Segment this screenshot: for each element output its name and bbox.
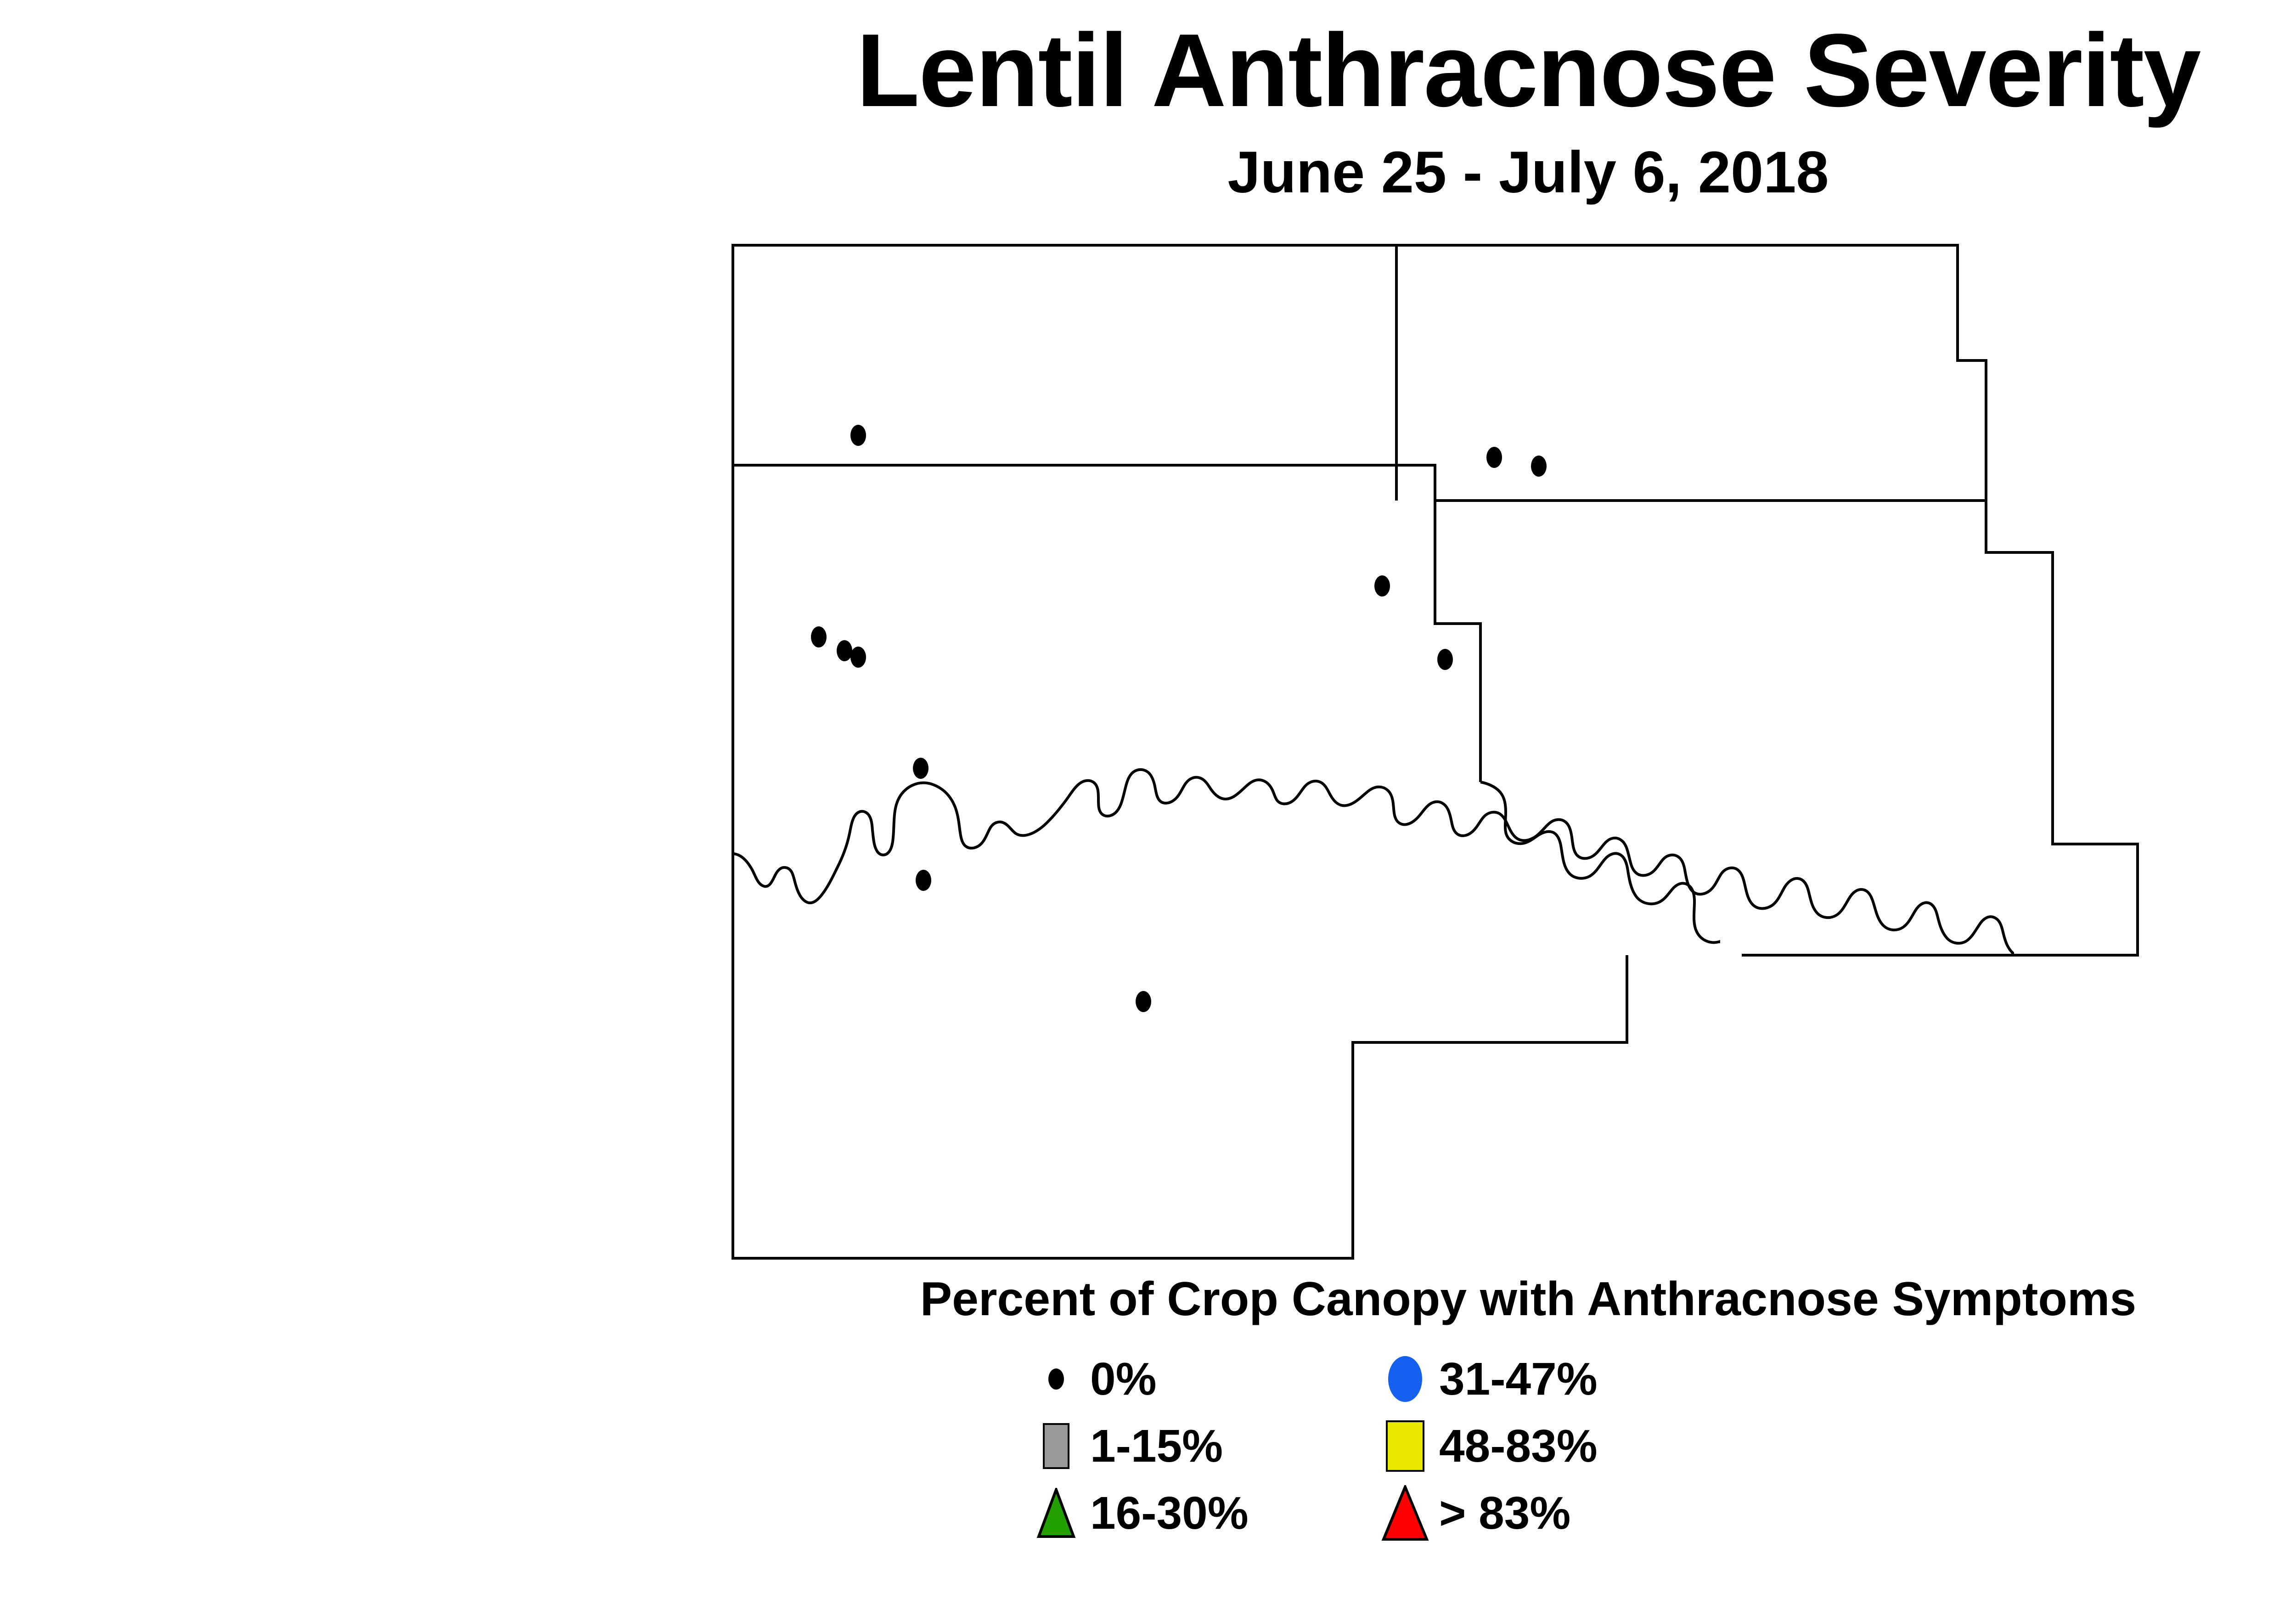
map-data-point: [1136, 991, 1151, 1012]
legend-label-48-83pct: 48-83%: [1439, 1420, 1598, 1472]
legend-symbol-0pct-circle-icon: [1029, 1368, 1084, 1390]
region-west-southwest: [732, 465, 1628, 1260]
legend-symbol-31-47pct-circle-icon: [1378, 1356, 1433, 1402]
map-data-point: [1437, 649, 1453, 670]
legend-entry-1-15pct[interactable]: 1-15%: [1029, 1413, 1249, 1480]
map-data-point: [1531, 456, 1547, 477]
legend-label-gt83pct: > 83%: [1439, 1487, 1571, 1539]
region-northwest: [732, 244, 1398, 467]
legend-symbol-16-30pct-triangle-icon: [1029, 1488, 1084, 1538]
legend-entry-31-47pct[interactable]: 31-47%: [1378, 1345, 1598, 1413]
legend-label-31-47pct: 31-47%: [1439, 1353, 1598, 1405]
legend-column-right: 31-47% 48-83% > 83%: [1378, 1345, 1598, 1547]
legend-symbol-1-15pct-square-icon: [1029, 1423, 1084, 1469]
legend-column-left: 0% 1-15% 16-30%: [1029, 1345, 1249, 1547]
title-block: Lentil Anthracnose Severity June 25 - Ju…: [0, 18, 2296, 202]
page-subtitle: June 25 - July 6, 2018: [1227, 140, 1829, 205]
border-west-east-mid: [1434, 501, 1482, 782]
map-data-point: [837, 640, 852, 661]
map-data-point: [913, 758, 929, 779]
legend-label-1-15pct: 1-15%: [1090, 1420, 1223, 1472]
map-data-point: [850, 425, 866, 446]
legend-title: Percent of Crop Canopy with Anthracnose …: [920, 1272, 2137, 1326]
legend-entry-48-83pct[interactable]: 48-83%: [1378, 1413, 1598, 1480]
legend-symbol-gt83pct-triangle-icon: [1378, 1485, 1433, 1541]
map-outline-overlay: [732, 244, 1958, 1260]
map-data-point: [1486, 447, 1502, 468]
map-data-point: [811, 626, 827, 647]
map-data-point: [850, 647, 866, 668]
region-northeast: [1395, 244, 1987, 502]
legend-symbol-48-83pct-square-icon: [1378, 1420, 1433, 1472]
legend-entry-0pct[interactable]: 0%: [1029, 1345, 1249, 1413]
region-east: [1435, 499, 2139, 957]
map-boundaries: [732, 244, 2139, 1260]
legend-label-0pct: 0%: [1090, 1353, 1157, 1405]
page-title: Lentil Anthracnose Severity: [856, 12, 2201, 128]
map-data-point: [916, 870, 931, 891]
map-data-point: [1374, 575, 1390, 597]
data-point-layer: [811, 425, 1547, 1012]
legend-entry-16-30pct[interactable]: 16-30%: [1029, 1480, 1249, 1547]
legend-entry-gt83pct[interactable]: > 83%: [1378, 1480, 1598, 1547]
river-boundary: [732, 768, 2014, 955]
legend-label-16-30pct: 16-30%: [1090, 1487, 1249, 1539]
river-boundary-lower: [1480, 781, 1720, 944]
